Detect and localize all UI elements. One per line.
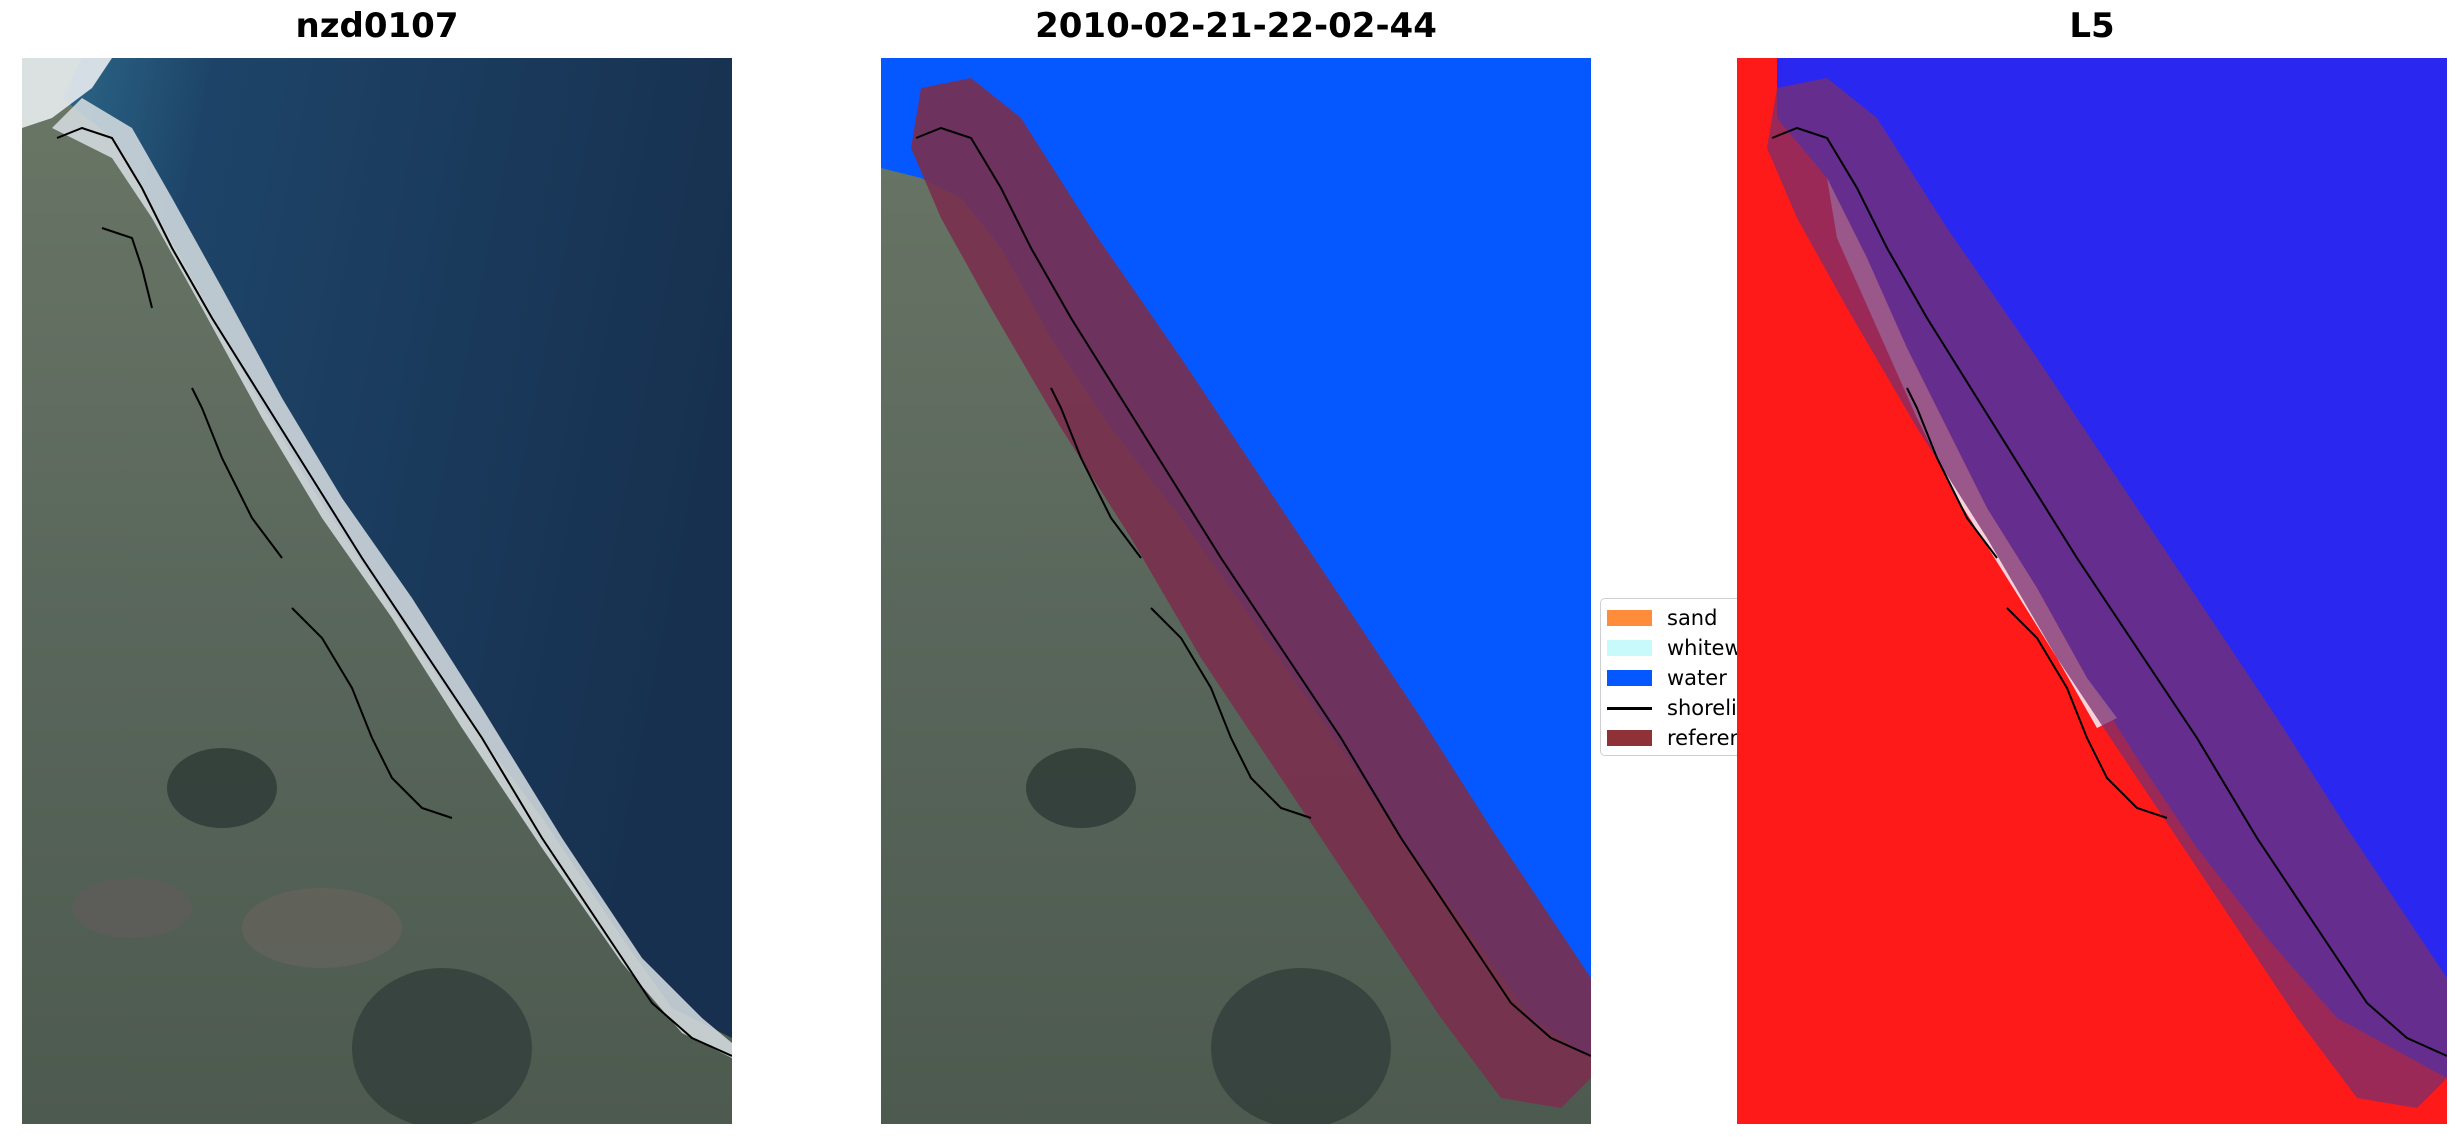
index-panel [1737,58,2447,1124]
classified-image [881,58,1591,1124]
legend-label-reference: reference shoreline buffer [1667,726,1737,750]
legend-swatch-reference [1607,730,1652,746]
legend-label-water: water [1667,666,1727,690]
legend-swatch-sand [1607,610,1652,626]
dark-forest [352,968,532,1124]
panel-title-classified: 2010-02-21-22-02-44 [1035,6,1437,46]
legend-item-sand: sand [1607,605,1737,631]
legend-swatch-whitewater [1607,640,1652,656]
legend-item-shoreline: shoreline [1607,695,1737,721]
water-index-image [1737,58,2447,1124]
detected-shoreline [1771,126,2447,1057]
detected-shoreline [56,126,732,1057]
legend-label-sand: sand [1667,606,1718,630]
beach-surf-zone [52,98,732,1058]
panel-title-index: L5 [2069,6,2115,46]
classified-panel [881,58,1591,1124]
rgb-satellite-image [22,58,732,1124]
legend-swatch-water [1607,670,1652,686]
shoreline-fragment [291,607,453,819]
sand-spit [22,58,112,128]
legend-line-shoreline [1607,707,1652,710]
rgb-satellite-panel [22,58,732,1124]
legend-label-shoreline: shoreline [1667,696,1737,720]
shoreline-fragment [191,387,283,559]
legend-item-reference: reference shoreline buffer [1607,725,1737,751]
detected-shoreline [915,126,1591,1057]
panel-title-rgb: nzd0107 [295,6,459,46]
index-land-area [1737,58,2447,1124]
dark-lake [167,748,277,828]
legend-item-water: water [1607,665,1737,691]
shoreline-fragment [101,227,153,309]
